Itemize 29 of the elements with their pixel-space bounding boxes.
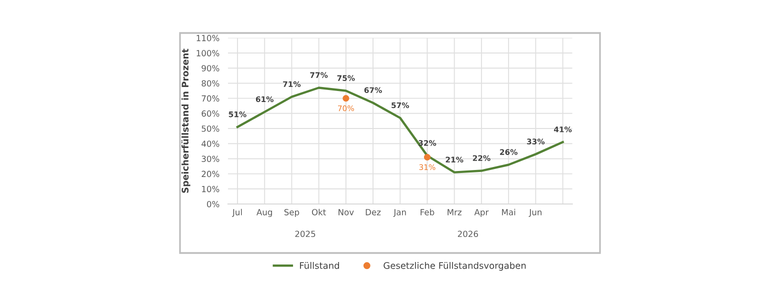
x-tick-label: Dez <box>366 209 381 216</box>
x-tick-label: Jul <box>232 208 242 217</box>
y-tick-label: 90% <box>202 65 220 72</box>
y-tick-label: 60% <box>202 110 220 117</box>
x-tick-label: Okt <box>312 208 326 216</box>
x-tick-label: Mai <box>502 208 516 216</box>
text: 2025 <box>295 230 316 238</box>
y-tick-label: 0% <box>206 200 220 208</box>
y-tick-label: 70% <box>202 95 220 102</box>
y-tick-label: 50% <box>202 126 220 132</box>
legend-label: Gesetzliche Füllstandsvorgaben <box>384 262 526 271</box>
x-tick-label: Sep <box>284 209 300 217</box>
x-tick-label: Apr <box>474 209 489 217</box>
y-tick-label: 20% <box>202 170 220 178</box>
legend-label: Füllstand <box>300 262 339 269</box>
x-tick-label: Jan <box>393 209 406 217</box>
x-tick-label: Aug <box>256 209 272 217</box>
y-tick-label: 80% <box>202 80 220 87</box>
x-tick-label: Mrz <box>448 209 462 216</box>
text: 2026 <box>458 230 478 238</box>
y-tick-label: 10% <box>202 186 220 192</box>
y-tick-label: 110% <box>196 34 220 42</box>
y-tick-label: 30% <box>202 156 220 162</box>
x-tick-label: Nov <box>338 209 354 216</box>
x-tick-label: Feb <box>420 208 434 216</box>
y-tick-label: 100% <box>196 50 220 56</box>
x-tick-label: Jun <box>528 209 542 217</box>
y-tick-label: 40% <box>202 140 220 147</box>
y-axis-title: Speicherfüllstand in Prozent <box>181 48 190 193</box>
